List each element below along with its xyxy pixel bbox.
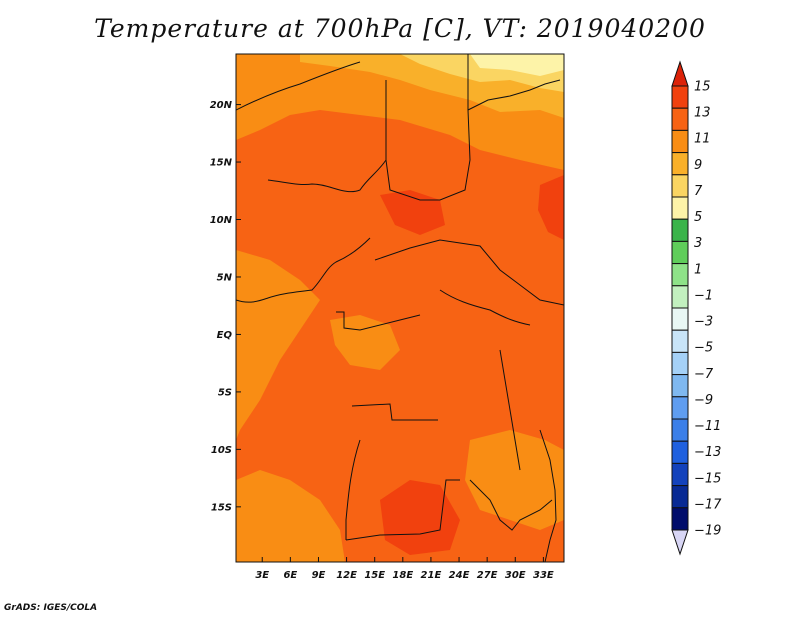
- colorbar-label: −7: [694, 367, 714, 382]
- chart-title: Temperature at 700hPa [C], VT: 201904020…: [94, 14, 706, 43]
- colorbar-swatch: [671, 351, 689, 376]
- map-frame: [235, 53, 565, 563]
- colorbar-swatch: [671, 85, 689, 109]
- colorbar-swatch: [671, 374, 689, 398]
- colorbar-swatch: [671, 329, 689, 353]
- x-tick-label: 30E: [505, 570, 526, 581]
- colorbar-swatch: [671, 174, 689, 198]
- colorbar-label: −19: [694, 524, 721, 539]
- colorbar-label: −15: [694, 471, 721, 486]
- colorbar-label: 1: [694, 262, 702, 277]
- field-region-9-southeast: [465, 430, 564, 530]
- colorbar-label: −17: [694, 497, 722, 512]
- y-tick-label: 15S: [211, 502, 232, 513]
- temperature-field: [236, 54, 564, 562]
- footer-credit: GrADS: IGES/COLA: [4, 603, 98, 613]
- colorbar-swatch: [671, 196, 689, 220]
- colorbar-swatch: [671, 418, 689, 442]
- y-tick-label: 15N: [210, 158, 233, 169]
- colorbar-swatch: [671, 485, 689, 509]
- colorbar-label: −13: [694, 445, 721, 460]
- colorbar-swatch: [671, 507, 689, 531]
- colorbar: 15 13 11 9 7 5 3 1 −1 −3 −5 −7 −9 −11 −13 −15 −17 −19: [671, 60, 722, 556]
- x-tick-label: 21E: [421, 570, 442, 581]
- colorbar-label: 5: [694, 210, 702, 225]
- colorbar-label: 11: [694, 132, 711, 147]
- colorbar-label: 9: [694, 158, 702, 173]
- colorbar-swatch: [671, 218, 689, 242]
- x-tick-label: 6E: [283, 570, 297, 581]
- colorbar-swatch: [671, 285, 689, 309]
- x-tick-label: 15E: [364, 570, 385, 581]
- colorbar-label: 15: [694, 80, 711, 95]
- colorbar-swatch: [671, 129, 689, 154]
- country-borders: [236, 54, 564, 562]
- colorbar-top-arrow: [671, 60, 689, 87]
- field-region-13-south: [380, 480, 460, 555]
- x-tick-label: 24E: [449, 570, 470, 581]
- colorbar-label: 7: [694, 184, 703, 199]
- colorbar-swatch: [671, 307, 689, 331]
- colorbar-label: −1: [694, 288, 713, 303]
- colorbar-swatch: [671, 152, 689, 176]
- colorbar-label: −9: [694, 393, 713, 408]
- colorbar-swatch: [671, 107, 689, 131]
- field-region-13-chad: [380, 190, 445, 235]
- x-tick-label: 3E: [255, 570, 269, 581]
- field-region-9-south: [236, 470, 345, 562]
- y-tick-label: 10N: [210, 215, 233, 226]
- y-axis: 20N 15N 10N 5N EQ 5S 10S 15S: [210, 100, 241, 513]
- colorbar-bottom-arrow: [671, 529, 689, 556]
- colorbar-label: −11: [694, 419, 721, 434]
- colorbar-swatch: [671, 396, 689, 420]
- x-tick-label: 18E: [392, 570, 413, 581]
- x-tick-label: 27E: [477, 570, 498, 581]
- x-tick-label: 12E: [336, 570, 357, 581]
- colorbar-swatch: [671, 263, 689, 287]
- field-region-13-east: [538, 175, 564, 240]
- colorbar-label: 3: [694, 236, 702, 251]
- x-tick-label: 9E: [312, 570, 326, 581]
- colorbar-swatch: [671, 440, 689, 464]
- colorbar-swatch: [671, 462, 689, 487]
- x-axis: 3E 6E 9E 12E 15E 18E 21E 24E 27E 30E 33E: [255, 557, 554, 581]
- colorbar-swatch: [671, 240, 689, 265]
- y-tick-label: 20N: [210, 100, 233, 111]
- y-tick-label: EQ: [217, 330, 233, 341]
- field-region-3-north: [470, 54, 564, 76]
- colorbar-label: 13: [694, 106, 711, 121]
- y-tick-label: 5S: [218, 387, 232, 398]
- y-tick-label: 5N: [217, 272, 233, 283]
- field-region-9-west: [236, 250, 320, 440]
- y-tick-label: 10S: [211, 445, 232, 456]
- x-tick-label: 33E: [533, 570, 554, 581]
- colorbar-label: −3: [694, 315, 713, 330]
- colorbar-label: −5: [694, 341, 713, 356]
